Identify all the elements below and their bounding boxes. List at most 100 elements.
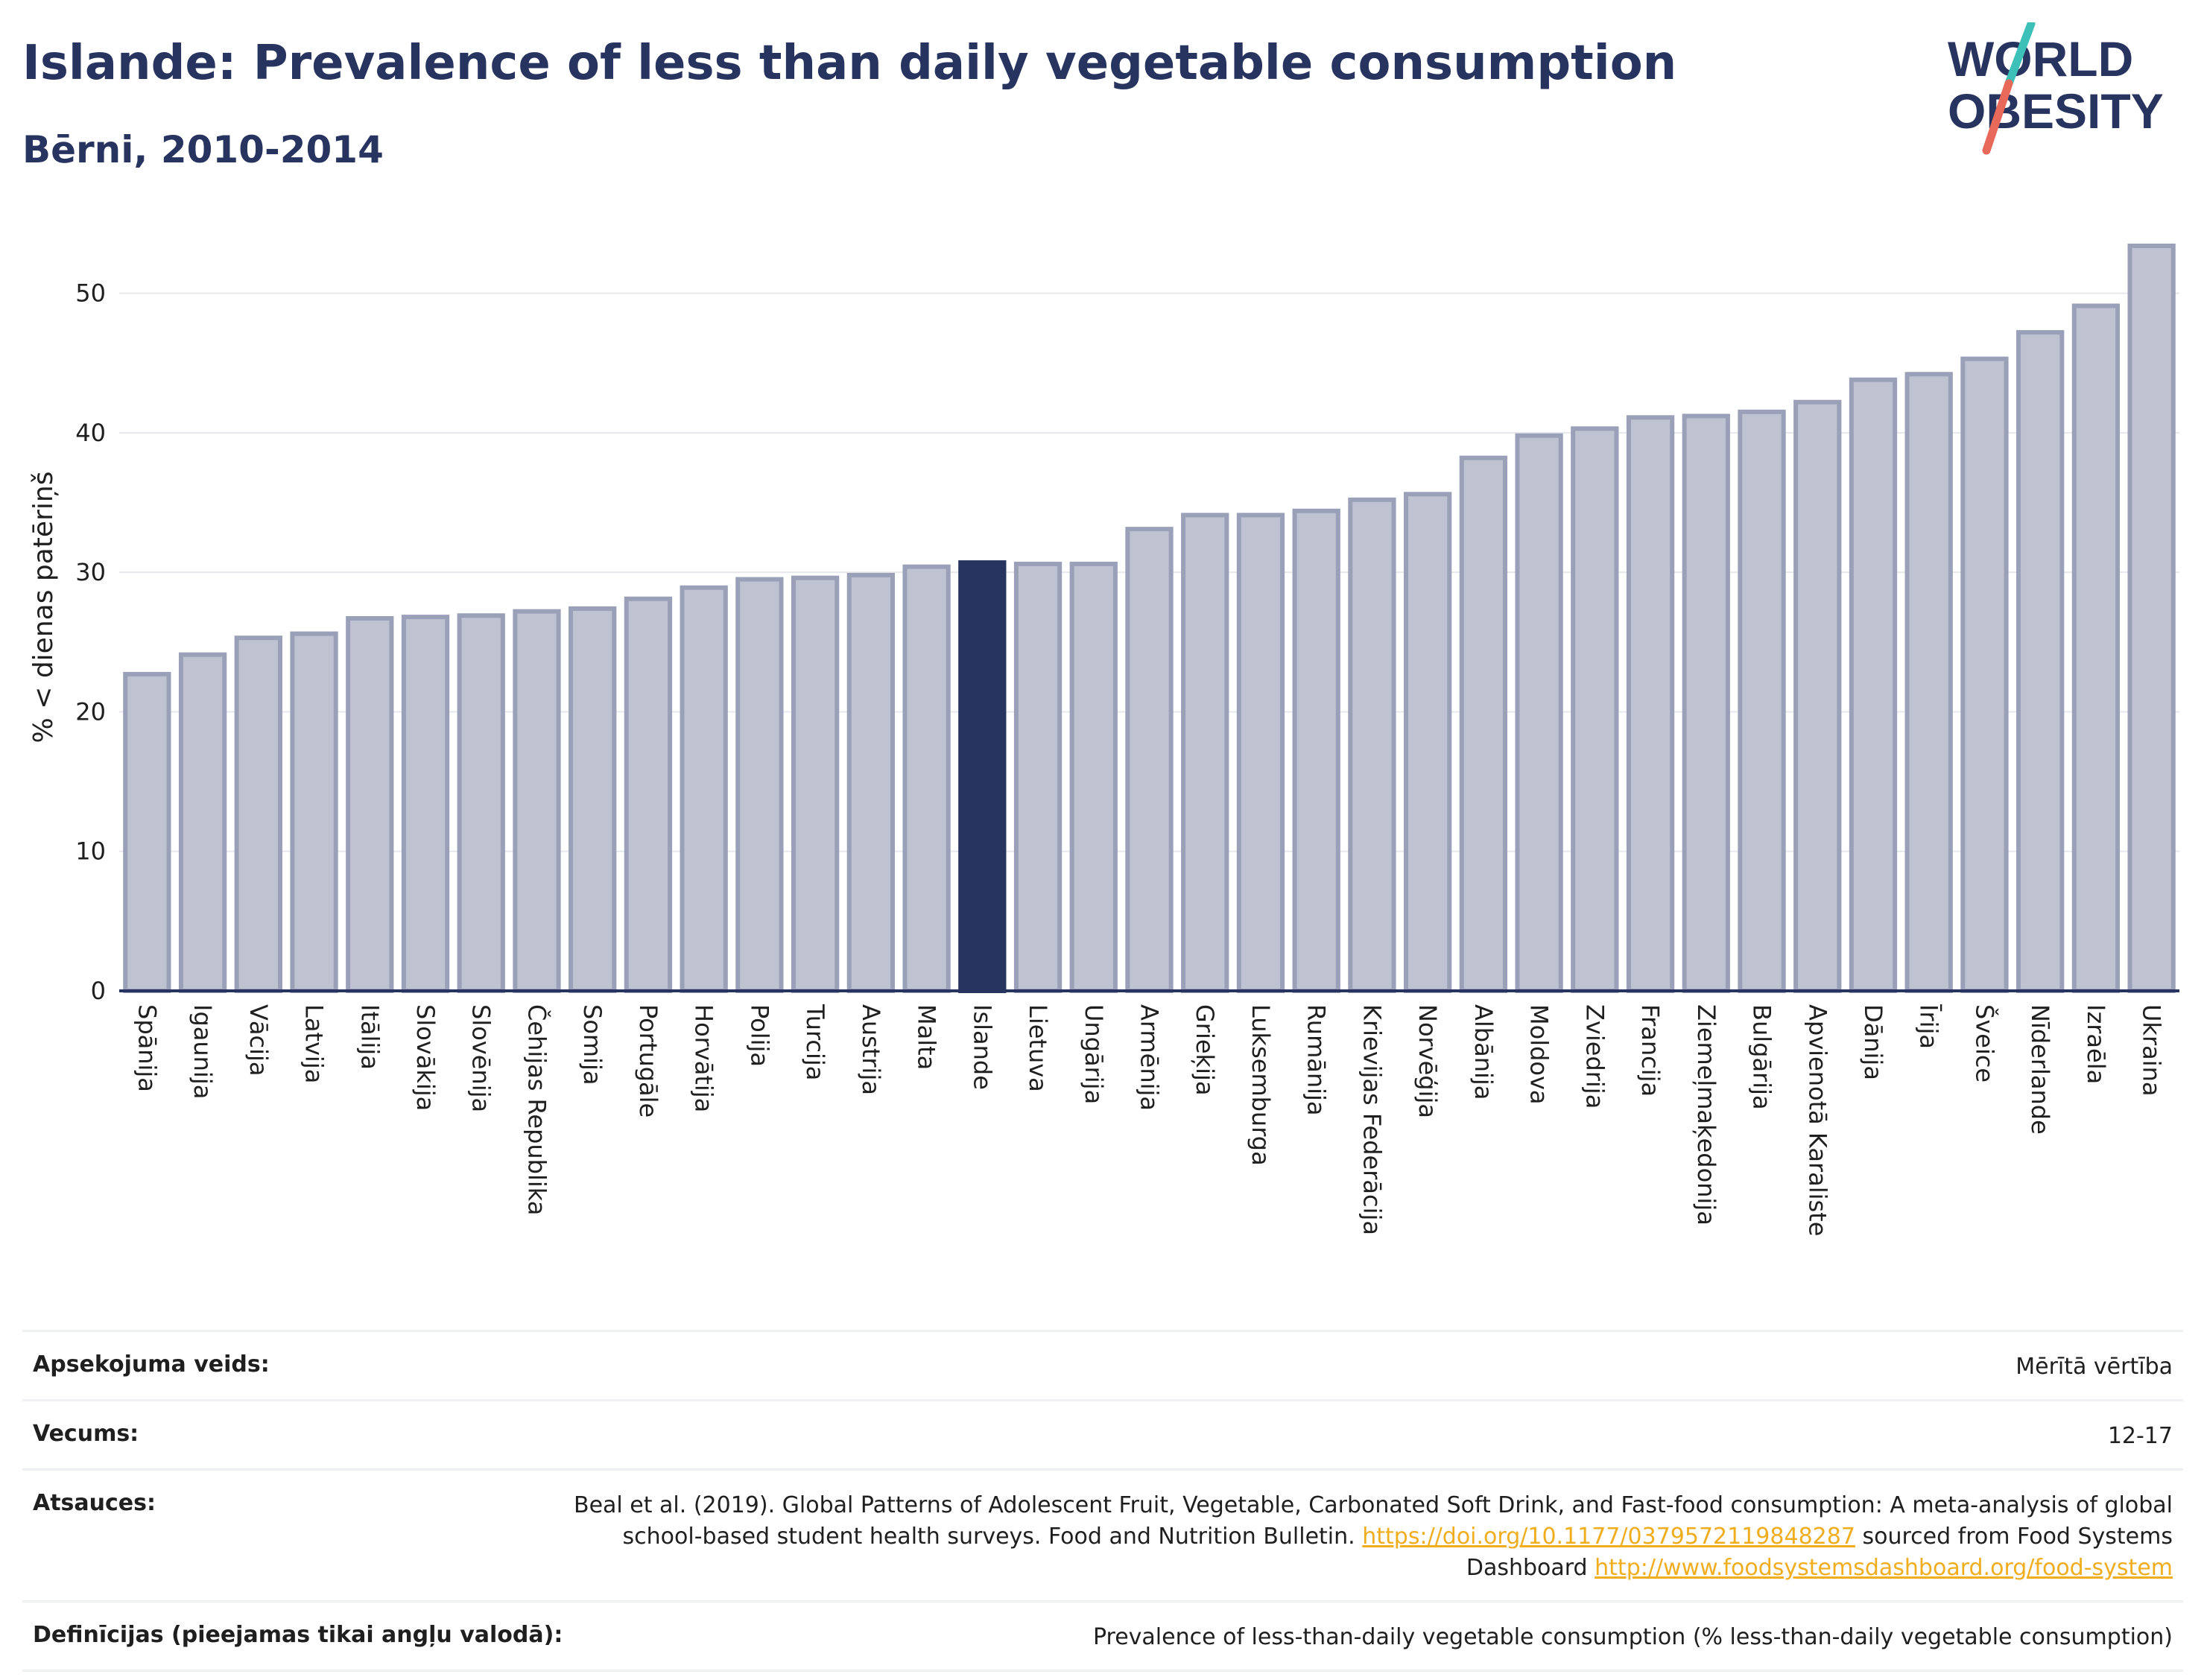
- x-tick-label: Slovākija: [411, 1004, 440, 1111]
- bar-8: [569, 606, 617, 993]
- x-tick-label: Šveice: [1970, 1004, 1999, 1083]
- y-tick-label: 20: [75, 697, 106, 726]
- x-tick-label: Dānija: [1859, 1004, 1887, 1080]
- x-tick-label: Ungārija: [1080, 1004, 1108, 1104]
- x-tick-label: Norvēģija: [1413, 1004, 1442, 1118]
- x-tick-label: Moldova: [1525, 1004, 1554, 1105]
- bar-11: [735, 577, 784, 993]
- bar-chart: 0 10 20 30 40 50 % < dienas patēriņš Spānija Iga…: [28, 243, 2179, 1236]
- bar-22: [1348, 497, 1396, 993]
- bar-9: [624, 596, 673, 993]
- x-tick-label: Krievijas Federācija: [1358, 1004, 1386, 1235]
- x-tick-label: Izraēla: [2082, 1004, 2110, 1084]
- bar-0: [123, 671, 171, 994]
- x-tick-label: Īrija: [1915, 1004, 1943, 1049]
- meta-value: Prevalence of less-than-daily vegetable …: [1092, 1624, 2173, 1650]
- y-tick-label: 30: [75, 558, 106, 586]
- bar-1: [178, 652, 227, 993]
- x-tick-label: Vācija: [244, 1004, 273, 1076]
- bar-7: [513, 609, 561, 993]
- doi-link[interactable]: https://doi.org/10.1177/0379572119848287: [1362, 1524, 1855, 1550]
- x-tick-label: Armēnija: [1136, 1004, 1164, 1111]
- bar-12: [791, 575, 840, 993]
- x-tick-label: Bulgārija: [1748, 1004, 1776, 1110]
- metadata-table: Apsekojuma veids: Mērītā vērtība Vecums:…: [22, 1330, 2183, 1672]
- chart-subtitle: Bērni, 2010-2014: [22, 128, 384, 171]
- bar-13: [846, 572, 895, 994]
- y-tick-label: 50: [75, 279, 106, 308]
- bar-15: [958, 560, 1007, 993]
- x-tick-label: Latvija: [300, 1004, 329, 1083]
- meta-row-definitions: Definīcijas (pieejamas tikai angļu valod…: [22, 1600, 2183, 1672]
- bar-3: [290, 631, 338, 994]
- meta-row-references: Atsauces: Beal et al. (2019). Global Pat…: [22, 1468, 2183, 1600]
- bar-4: [346, 615, 394, 993]
- logo-slash-top-icon: [2004, 22, 2036, 88]
- x-tick-label: Ukraina: [2138, 1004, 2166, 1097]
- bar-5: [401, 615, 450, 993]
- x-tick-label: Grieķija: [1191, 1004, 1219, 1095]
- bar-26: [1571, 426, 1619, 994]
- x-tick-label: Horvātija: [690, 1004, 718, 1112]
- x-tick-label: Slovēnija: [467, 1004, 495, 1112]
- y-tick-label: 10: [75, 837, 106, 866]
- meta-label: Vecums:: [33, 1421, 139, 1447]
- bar-34: [2016, 330, 2065, 993]
- chart-title: Islande: Prevalence of less than daily v…: [22, 36, 1677, 91]
- x-tick-label: Albānija: [1469, 1004, 1498, 1100]
- world-obesity-logo: WORLD OBESITY: [1948, 22, 2164, 155]
- bar-30: [1793, 399, 1842, 993]
- x-tick-label: Malta: [913, 1004, 941, 1070]
- bar-35: [2071, 303, 2121, 993]
- meta-label: Definīcijas (pieejamas tikai angļu valod…: [33, 1622, 563, 1648]
- food-systems-link[interactable]: http://www.foodsystemsdashboard.org/food…: [1595, 1555, 2173, 1581]
- bar-24: [1459, 455, 1508, 994]
- bar-25: [1515, 433, 1563, 993]
- references-text: Beal et al. (2019). Global Patterns of A…: [571, 1490, 2173, 1584]
- bar-17: [1069, 561, 1118, 994]
- bar-31: [1849, 377, 1898, 993]
- x-tick-label: Zviedrija: [1580, 1004, 1609, 1109]
- y-tick-label: 40: [75, 419, 106, 447]
- meta-value: 12-17: [2107, 1423, 2173, 1449]
- x-tick-label: Portugāle: [634, 1004, 662, 1118]
- x-tick-label: Luksemburga: [1247, 1004, 1275, 1166]
- reference-source: sourced from Food Systems Dashboard: [1466, 1524, 2173, 1581]
- logo-line2: OBESITY: [1948, 83, 2164, 139]
- logo-slash-bottom-icon: [1982, 79, 2013, 155]
- bar-16: [1013, 561, 1063, 994]
- bar-29: [1738, 409, 1786, 993]
- bar-21: [1292, 508, 1340, 994]
- bar-20: [1236, 513, 1285, 993]
- bar-10: [680, 585, 728, 994]
- meta-row-age: Vecums: 12-17: [22, 1399, 2183, 1468]
- bar-19: [1181, 513, 1229, 993]
- x-tick-label: Polija: [745, 1004, 773, 1067]
- meta-label: Atsauces:: [33, 1490, 156, 1516]
- reference-citation: Beal et al. (2019). Global Patterns of A…: [573, 1492, 2173, 1550]
- bar-18: [1125, 527, 1174, 993]
- x-tick-label: Turcija: [801, 1004, 829, 1080]
- x-tick-label: Austrija: [857, 1004, 885, 1095]
- bar-14: [902, 564, 951, 993]
- bar-27: [1626, 415, 1675, 993]
- bar-28: [1682, 413, 1730, 994]
- x-tick-label: Islande: [968, 1004, 996, 1090]
- y-tick-label: 0: [91, 977, 106, 1005]
- x-tick-label: Itālija: [355, 1004, 384, 1070]
- x-tick-label: Ziemeļmaķedonija: [1692, 1004, 1720, 1226]
- x-tick-label: Igaunija: [189, 1004, 217, 1099]
- x-tick-label: Somija: [578, 1004, 607, 1085]
- bar-23: [1404, 492, 1452, 993]
- x-tick-label: Francija: [1636, 1004, 1665, 1097]
- bar-32: [1904, 372, 1953, 994]
- bar-6: [457, 613, 505, 994]
- meta-value: Mērītā vērtība: [2015, 1354, 2173, 1380]
- y-axis-label: % < dienas patēriņš: [28, 472, 59, 744]
- bar-2: [234, 635, 282, 993]
- meta-row-survey-type: Apsekojuma veids: Mērītā vērtība: [22, 1330, 2183, 1399]
- meta-label: Apsekojuma veids:: [33, 1351, 270, 1378]
- x-tick-label: Rumānija: [1302, 1004, 1331, 1116]
- x-tick-label: Nīderlande: [2026, 1004, 2054, 1135]
- bar-36: [2127, 243, 2176, 994]
